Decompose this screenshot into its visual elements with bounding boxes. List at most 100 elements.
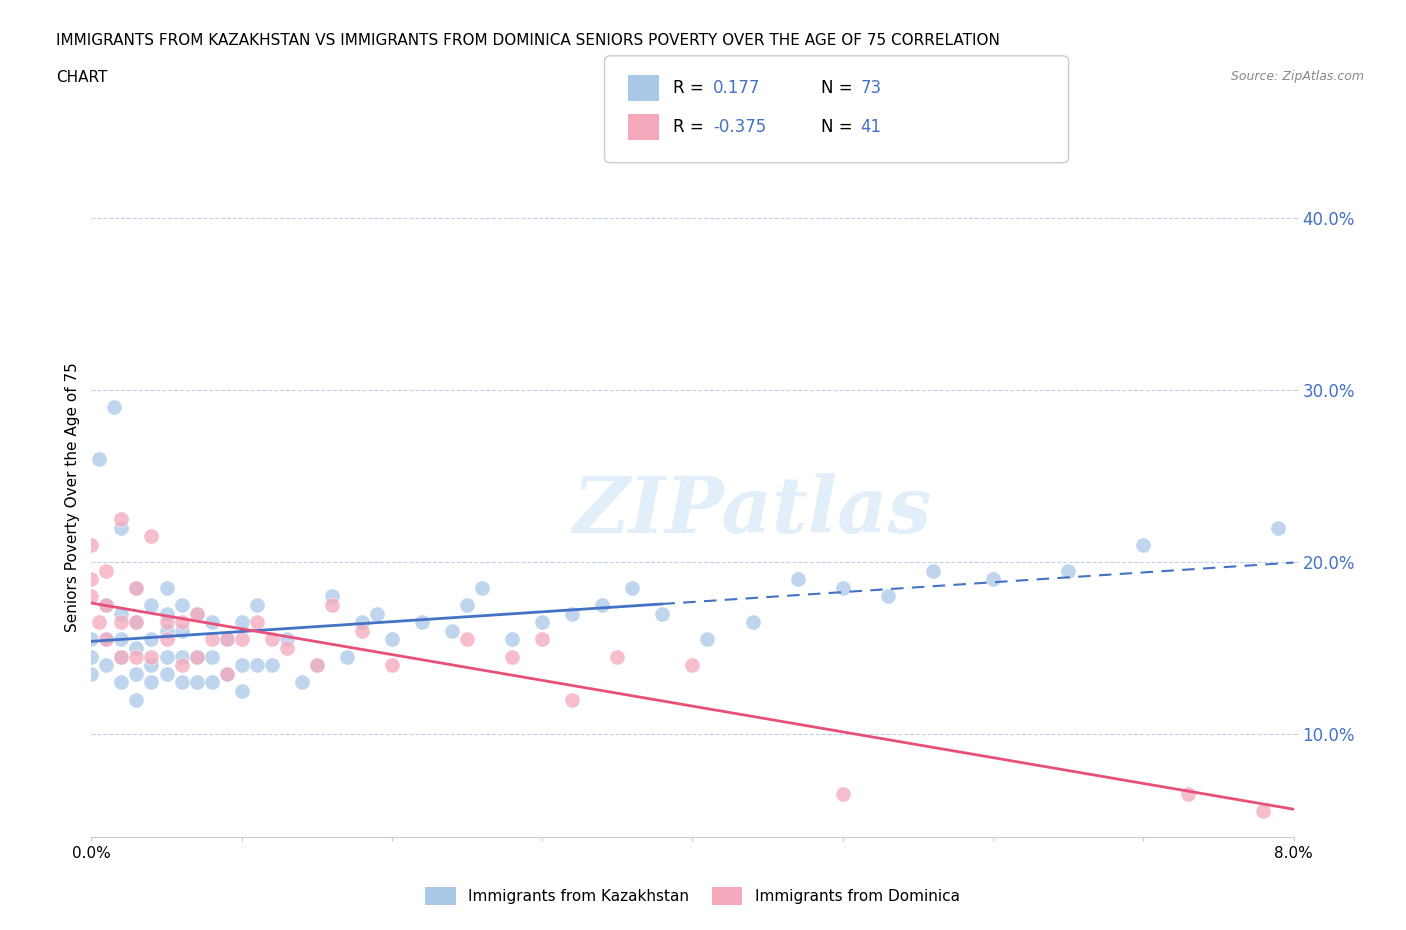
Point <box>981 572 1004 587</box>
Point <box>276 641 298 656</box>
Text: CHART: CHART <box>56 70 108 85</box>
Point <box>141 675 163 690</box>
Text: -0.375: -0.375 <box>713 118 766 137</box>
Point <box>561 606 583 621</box>
Point <box>141 658 163 672</box>
Point <box>350 615 373 630</box>
Text: ZIPatlas: ZIPatlas <box>572 472 932 550</box>
Point <box>456 631 478 646</box>
Point <box>186 606 208 621</box>
Point <box>170 615 193 630</box>
Point <box>260 658 283 672</box>
Point <box>125 580 148 595</box>
Point <box>110 649 132 664</box>
Point <box>1057 564 1080 578</box>
Point <box>246 615 269 630</box>
Point <box>305 658 328 672</box>
Point <box>125 666 148 681</box>
Point <box>606 649 628 664</box>
Point <box>170 675 193 690</box>
Point <box>155 606 177 621</box>
Point <box>125 615 148 630</box>
Point <box>96 631 118 646</box>
Text: N =: N = <box>821 79 858 98</box>
Point <box>876 589 898 604</box>
Point <box>141 631 163 646</box>
Point <box>80 589 103 604</box>
Text: N =: N = <box>821 118 858 137</box>
Point <box>531 631 554 646</box>
Point <box>215 631 238 646</box>
Point <box>110 606 132 621</box>
Point <box>201 675 224 690</box>
Point <box>125 692 148 707</box>
Point <box>125 615 148 630</box>
Point <box>1132 538 1154 552</box>
Point <box>170 598 193 613</box>
Point <box>350 623 373 638</box>
Point <box>141 598 163 613</box>
Point <box>741 615 763 630</box>
Point <box>1253 804 1275 818</box>
Point <box>786 572 808 587</box>
Text: IMMIGRANTS FROM KAZAKHSTAN VS IMMIGRANTS FROM DOMINICA SENIORS POVERTY OVER THE : IMMIGRANTS FROM KAZAKHSTAN VS IMMIGRANTS… <box>56 33 1000 47</box>
Point <box>531 615 554 630</box>
Point <box>291 675 314 690</box>
Point <box>215 666 238 681</box>
Point <box>260 631 283 646</box>
Point <box>80 649 103 664</box>
Point <box>155 623 177 638</box>
Point <box>591 598 613 613</box>
Point <box>456 598 478 613</box>
Point <box>381 631 404 646</box>
Point <box>155 649 177 664</box>
Point <box>831 787 853 802</box>
Point <box>155 666 177 681</box>
Point <box>201 649 224 664</box>
Point <box>215 631 238 646</box>
Point <box>366 606 388 621</box>
Point <box>411 615 433 630</box>
Point <box>96 598 118 613</box>
Point <box>440 623 463 638</box>
Point <box>186 675 208 690</box>
Point <box>321 598 343 613</box>
Point <box>96 564 118 578</box>
Point <box>186 649 208 664</box>
Point <box>170 649 193 664</box>
Point <box>110 649 132 664</box>
Text: R =: R = <box>673 118 710 137</box>
Point <box>501 649 523 664</box>
Point <box>170 658 193 672</box>
Text: 0.177: 0.177 <box>713 79 761 98</box>
Point <box>96 598 118 613</box>
Point <box>561 692 583 707</box>
Point <box>215 666 238 681</box>
Point <box>231 658 253 672</box>
Text: 73: 73 <box>860 79 882 98</box>
Point <box>110 512 132 526</box>
Point <box>87 451 110 466</box>
Point <box>87 615 110 630</box>
Point <box>155 580 177 595</box>
Point <box>336 649 359 664</box>
Point <box>1267 520 1289 535</box>
Point <box>831 580 853 595</box>
Point <box>621 580 644 595</box>
Point <box>80 631 103 646</box>
Point <box>651 606 673 621</box>
Point <box>231 684 253 698</box>
Point <box>681 658 703 672</box>
Point <box>321 589 343 604</box>
Point <box>231 631 253 646</box>
Point <box>80 666 103 681</box>
Point <box>305 658 328 672</box>
Point <box>80 572 103 587</box>
Point <box>125 649 148 664</box>
Point <box>155 615 177 630</box>
Point <box>110 520 132 535</box>
Point <box>201 631 224 646</box>
Legend: Immigrants from Kazakhstan, Immigrants from Dominica: Immigrants from Kazakhstan, Immigrants f… <box>419 881 966 910</box>
Point <box>231 615 253 630</box>
Text: 41: 41 <box>860 118 882 137</box>
